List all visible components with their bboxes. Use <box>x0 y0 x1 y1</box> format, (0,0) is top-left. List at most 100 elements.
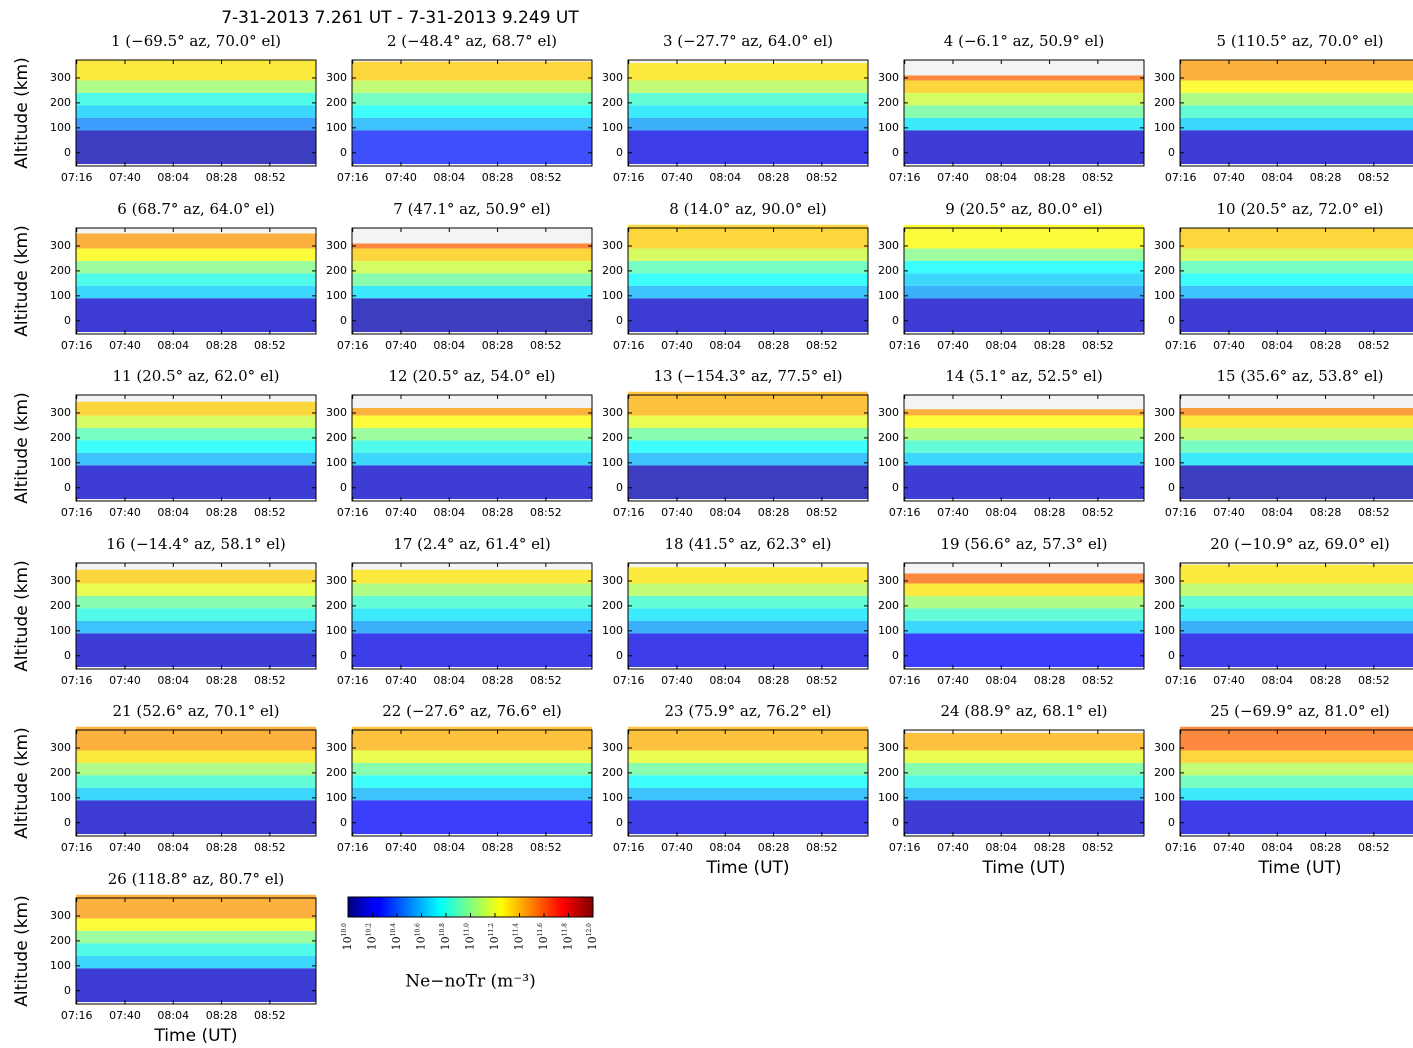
heatmap-cell <box>1180 788 1413 800</box>
heatmap-cell <box>628 273 868 285</box>
x-tick-label: 08:52 <box>1358 339 1390 352</box>
y-tick-label: 200 <box>326 599 347 612</box>
panel-title: 17 (2.4° az, 61.4° el) <box>393 535 550 553</box>
heatmap-cell <box>904 409 1144 415</box>
x-tick-label: 07:40 <box>385 841 417 854</box>
y-tick-label: 100 <box>878 456 899 469</box>
tick-base: 10 <box>439 936 452 950</box>
y-tick-label: 0 <box>616 314 623 327</box>
colorbar-tick-label: 1011.4 <box>512 923 526 951</box>
y-tick-label: 0 <box>64 984 71 997</box>
tick-base: 10 <box>341 936 354 950</box>
heatmap-cell <box>352 763 592 775</box>
heatmap-cell <box>76 968 316 1002</box>
y-tick-label: 0 <box>1168 314 1175 327</box>
x-tick-label: 07:40 <box>937 506 969 519</box>
y-tick-label: 300 <box>50 406 71 419</box>
x-tick-label: 08:28 <box>1310 506 1342 519</box>
heatmap-cell <box>352 453 592 465</box>
y-tick-label: 200 <box>878 96 899 109</box>
x-tick-label: 07:16 <box>889 506 921 519</box>
x-tick-label: 08:04 <box>433 171 465 184</box>
x-tick-label: 08:04 <box>709 841 741 854</box>
x-tick-label: 08:28 <box>482 339 514 352</box>
tick-exponent: 11.8 <box>561 923 568 937</box>
x-tick-label: 08:04 <box>985 841 1017 854</box>
x-tick-label: 08:04 <box>157 171 189 184</box>
tick-exponent: 11.0 <box>463 923 470 937</box>
heatmap-cell <box>628 596 868 608</box>
heatmap-cell <box>76 273 316 285</box>
heatmap-cell <box>904 428 1144 440</box>
heatmap-cell <box>1180 80 1413 92</box>
heatmap-cell <box>904 273 1144 285</box>
heatmap-cell <box>628 105 868 117</box>
y-tick-label: 100 <box>1154 289 1175 302</box>
heatmap-cell <box>904 298 1144 332</box>
panel-title: 26 (118.8° az, 80.7° el) <box>108 870 285 888</box>
heatmap-cell <box>76 956 316 968</box>
tick-base: 10 <box>537 936 550 950</box>
heatmap-cell <box>352 286 592 298</box>
x-tick-label: 08:52 <box>530 841 562 854</box>
y-tick-label: 100 <box>326 121 347 134</box>
heatmap-cell <box>352 415 592 427</box>
heatmap-cell <box>1180 440 1413 452</box>
x-tick-label: 07:16 <box>889 841 921 854</box>
x-tick-label: 08:28 <box>1034 841 1066 854</box>
x-tick-label: 08:04 <box>709 339 741 352</box>
x-tick-label: 08:52 <box>1358 841 1390 854</box>
heatmap-cell <box>1180 465 1413 499</box>
y-tick-label: 0 <box>892 314 899 327</box>
y-tick-label: 100 <box>602 289 623 302</box>
x-tick-label: 07:40 <box>1213 841 1245 854</box>
x-tick-label: 08:28 <box>1034 506 1066 519</box>
x-axis-label: Time (UT) <box>1257 858 1341 878</box>
heatmap-cell <box>904 248 1144 260</box>
y-tick-label: 200 <box>50 599 71 612</box>
panel-title: 18 (41.5° az, 62.3° el) <box>665 535 832 553</box>
heatmap-cell <box>904 621 1144 633</box>
y-tick-label: 100 <box>50 289 71 302</box>
heatmap-cell <box>352 788 592 800</box>
y-tick-label: 100 <box>602 791 623 804</box>
heatmap-cell <box>352 583 592 595</box>
x-tick-label: 08:52 <box>806 674 838 687</box>
y-tick-label: 100 <box>878 121 899 134</box>
heatmap-cell <box>1180 415 1413 427</box>
x-tick-label: 07:16 <box>61 171 93 184</box>
x-tick-label: 08:52 <box>254 841 286 854</box>
heatmap-cell <box>76 750 316 762</box>
x-tick-label: 08:52 <box>254 674 286 687</box>
panel-title: 24 (88.9° az, 68.1° el) <box>941 702 1108 720</box>
heatmap-cell <box>904 608 1144 620</box>
y-tick-label: 100 <box>50 456 71 469</box>
y-tick-label: 100 <box>50 121 71 134</box>
heatmap-cell <box>1180 248 1413 260</box>
heatmap-cell <box>352 750 592 762</box>
colorbar-tick-label: 1011.6 <box>537 923 551 951</box>
heatmap-cell <box>352 465 592 499</box>
x-tick-label: 08:04 <box>433 841 465 854</box>
x-tick-label: 07:40 <box>661 171 693 184</box>
x-tick-label: 07:16 <box>889 674 921 687</box>
x-tick-label: 08:52 <box>1358 171 1390 184</box>
y-tick-label: 100 <box>878 791 899 804</box>
heatmap-cell <box>1180 105 1413 117</box>
x-tick-label: 08:04 <box>709 674 741 687</box>
heatmap-cell <box>76 93 316 105</box>
x-tick-label: 08:52 <box>530 506 562 519</box>
y-tick-label: 300 <box>326 574 347 587</box>
heatmap-cell <box>1180 621 1413 633</box>
y-tick-label: 0 <box>340 816 347 829</box>
heatmap-cell <box>76 621 316 633</box>
panel-title: 15 (35.6° az, 53.8° el) <box>1217 367 1384 385</box>
colorbar-tick-label: 1012.0 <box>586 923 600 951</box>
colorbar-tick-label: 1010.2 <box>365 923 379 951</box>
x-tick-label: 08:04 <box>985 171 1017 184</box>
x-tick-label: 07:16 <box>61 841 93 854</box>
x-tick-label: 08:04 <box>157 339 189 352</box>
x-tick-label: 08:04 <box>157 506 189 519</box>
heatmap-cell <box>1180 228 1413 248</box>
heatmap-cell <box>1180 408 1413 415</box>
